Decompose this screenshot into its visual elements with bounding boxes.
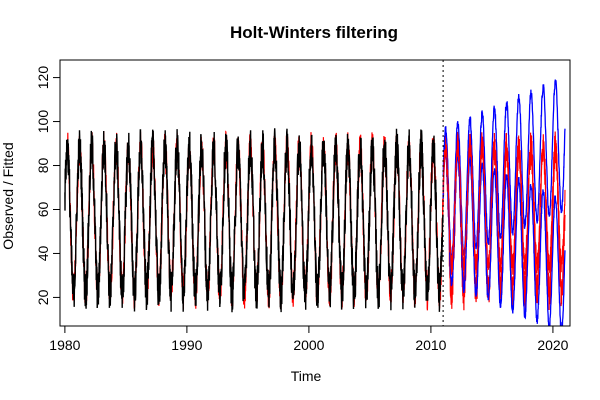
x-tick-label: 1980 xyxy=(49,337,80,353)
x-tick-label: 1990 xyxy=(171,337,202,353)
lower-bound-line xyxy=(442,146,566,326)
x-tick-label: 2000 xyxy=(293,337,324,353)
plot-frame xyxy=(59,59,571,327)
y-tick-label: 60 xyxy=(35,201,51,217)
y-tick-label: 120 xyxy=(35,66,51,90)
y-axis-label: Observed / Fitted xyxy=(0,142,16,249)
x-tick-label: 2010 xyxy=(415,337,446,353)
y-tick-label: 40 xyxy=(35,245,51,261)
forecast-line xyxy=(442,133,566,276)
plot-area xyxy=(64,60,566,326)
observed-series-line xyxy=(64,128,444,313)
y-tick-label: 20 xyxy=(35,289,51,305)
x-tick-label: 2020 xyxy=(537,337,568,353)
y-tick-label: 100 xyxy=(35,110,51,134)
y-tick-label: 80 xyxy=(35,158,51,174)
chart-title: Holt-Winters filtering xyxy=(230,23,398,42)
x-axis-label: Time xyxy=(291,368,322,384)
